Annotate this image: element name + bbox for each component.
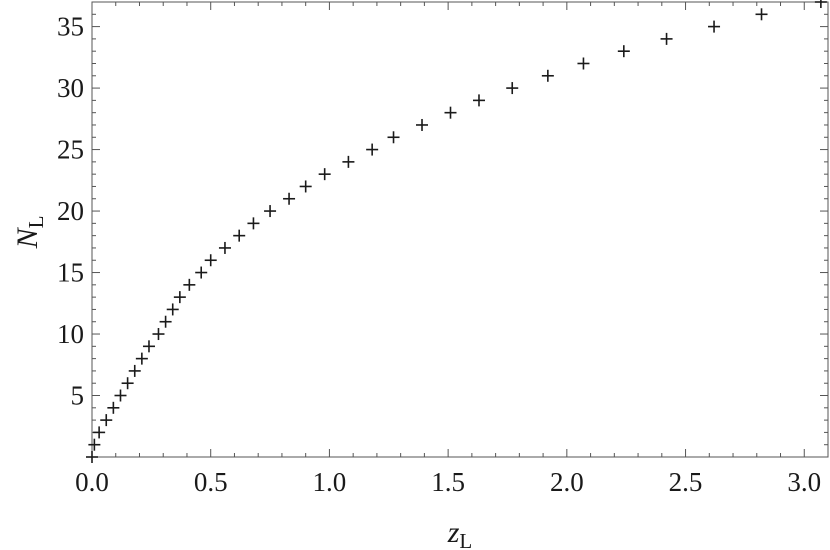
- data-point: [195, 266, 208, 279]
- x-axis-title-main: z: [447, 516, 460, 549]
- data-point: [814, 0, 827, 8]
- y-axis-title: NL: [11, 216, 48, 250]
- data-point: [299, 180, 312, 193]
- data-point: [342, 155, 355, 168]
- data-point: [183, 278, 196, 291]
- data-point: [247, 217, 260, 230]
- x-tick-label: 2.0: [550, 467, 584, 497]
- data-point: [114, 389, 127, 402]
- data-point: [506, 82, 519, 95]
- data-point: [577, 57, 590, 70]
- data-point: [166, 303, 179, 316]
- y-axis-ticks: 5 10 15 20 25 30 35: [57, 12, 828, 446]
- y-tick-label: 15: [57, 258, 84, 288]
- plot-frame: [91, 1, 829, 458]
- data-point: [264, 205, 277, 218]
- data-point: [472, 94, 485, 107]
- data-point: [152, 328, 165, 341]
- x-tick-label: 1.5: [431, 467, 465, 497]
- data-point: [135, 352, 148, 365]
- data-point: [93, 426, 106, 439]
- x-tick-label: 3.0: [787, 467, 821, 497]
- data-point: [218, 241, 231, 254]
- data-point: [444, 106, 457, 119]
- data-point: [541, 69, 554, 82]
- data-point: [159, 315, 172, 328]
- x-axis-title: zL: [447, 516, 473, 550]
- y-tick-label: 30: [57, 73, 84, 103]
- data-point: [100, 414, 113, 427]
- x-axis-title-subscript: L: [459, 529, 472, 550]
- y-tick-label: 10: [57, 319, 84, 349]
- x-tick-label: 0.0: [75, 467, 109, 497]
- data-point: [88, 438, 101, 451]
- plot-area-border: [91, 1, 829, 458]
- x-tick-label: 2.5: [669, 467, 703, 497]
- data-point: [107, 401, 120, 414]
- data-point: [416, 118, 429, 131]
- data-point: [708, 20, 721, 33]
- y-tick-label: 5: [71, 381, 85, 411]
- data-point: [366, 143, 379, 156]
- data-point: [617, 45, 630, 58]
- y-axis-title-subscript: L: [24, 216, 48, 229]
- data-point: [142, 340, 155, 353]
- data-point: [387, 131, 400, 144]
- data-point: [86, 451, 98, 463]
- data-point: [318, 168, 331, 181]
- y-tick-label: 25: [57, 135, 84, 165]
- data-points: [86, 0, 827, 463]
- y-axis-title-main: N: [11, 226, 44, 249]
- data-point: [173, 291, 186, 304]
- data-point: [128, 364, 141, 377]
- data-point: [204, 254, 217, 267]
- x-tick-label: 0.5: [194, 467, 228, 497]
- data-point: [233, 229, 246, 242]
- x-axis-ticks: 0.0 0.5 1.0 1.5 2.0 2.5 3.0: [75, 2, 821, 497]
- y-tick-label: 35: [57, 12, 84, 42]
- data-point: [121, 377, 134, 390]
- x-tick-label: 1.0: [313, 467, 347, 497]
- y-tick-label: 20: [57, 196, 84, 226]
- data-point: [660, 32, 673, 45]
- data-point: [755, 8, 768, 21]
- data-point: [283, 192, 296, 205]
